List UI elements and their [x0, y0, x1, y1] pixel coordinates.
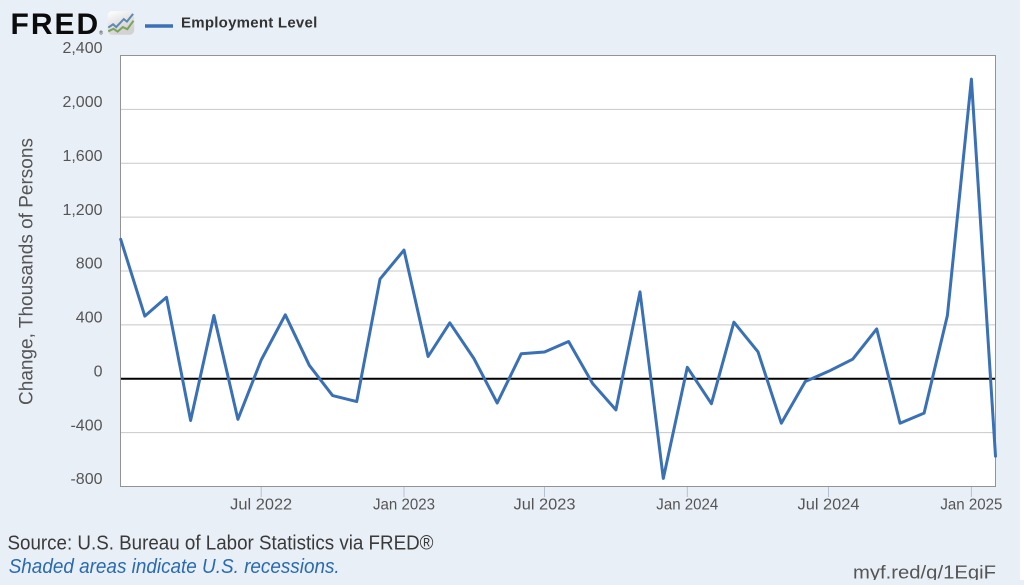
svg-text:Jan 2023: Jan 2023: [373, 497, 435, 514]
svg-text:myf.red/g/1EgiF: myf.red/g/1EgiF: [853, 562, 996, 580]
svg-text:Change, Thousands of Persons: Change, Thousands of Persons: [16, 138, 37, 405]
svg-text:Shaded areas indicate U.S. rec: Shaded areas indicate U.S. recessions.: [9, 556, 340, 578]
svg-text:-400: -400: [70, 417, 102, 434]
svg-text:Jul 2024: Jul 2024: [798, 497, 860, 514]
svg-text:800: 800: [76, 256, 103, 273]
svg-text:Jan 2025: Jan 2025: [940, 497, 1002, 514]
svg-text:2,000: 2,000: [62, 94, 102, 111]
svg-text:Jan 2024: Jan 2024: [656, 497, 718, 514]
svg-text:Employment Level: Employment Level: [181, 15, 318, 32]
svg-text:Jul 2023: Jul 2023: [514, 497, 576, 514]
svg-text:FRED: FRED: [11, 8, 101, 41]
svg-text:Jul 2022: Jul 2022: [230, 497, 292, 514]
svg-text:®: ®: [99, 30, 103, 37]
svg-text:400: 400: [76, 310, 103, 327]
svg-text:0: 0: [94, 363, 103, 380]
svg-text:1,200: 1,200: [62, 202, 102, 219]
svg-text:-800: -800: [70, 471, 102, 488]
svg-text:2,400: 2,400: [62, 40, 102, 57]
svg-text:Source: U.S. Bureau of Labor S: Source: U.S. Bureau of Labor Statistics …: [8, 532, 434, 555]
svg-text:1,600: 1,600: [62, 148, 102, 165]
